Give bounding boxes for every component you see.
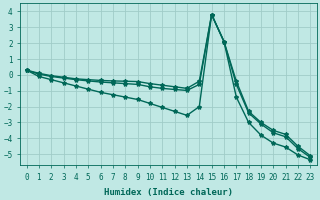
- X-axis label: Humidex (Indice chaleur): Humidex (Indice chaleur): [104, 188, 233, 197]
